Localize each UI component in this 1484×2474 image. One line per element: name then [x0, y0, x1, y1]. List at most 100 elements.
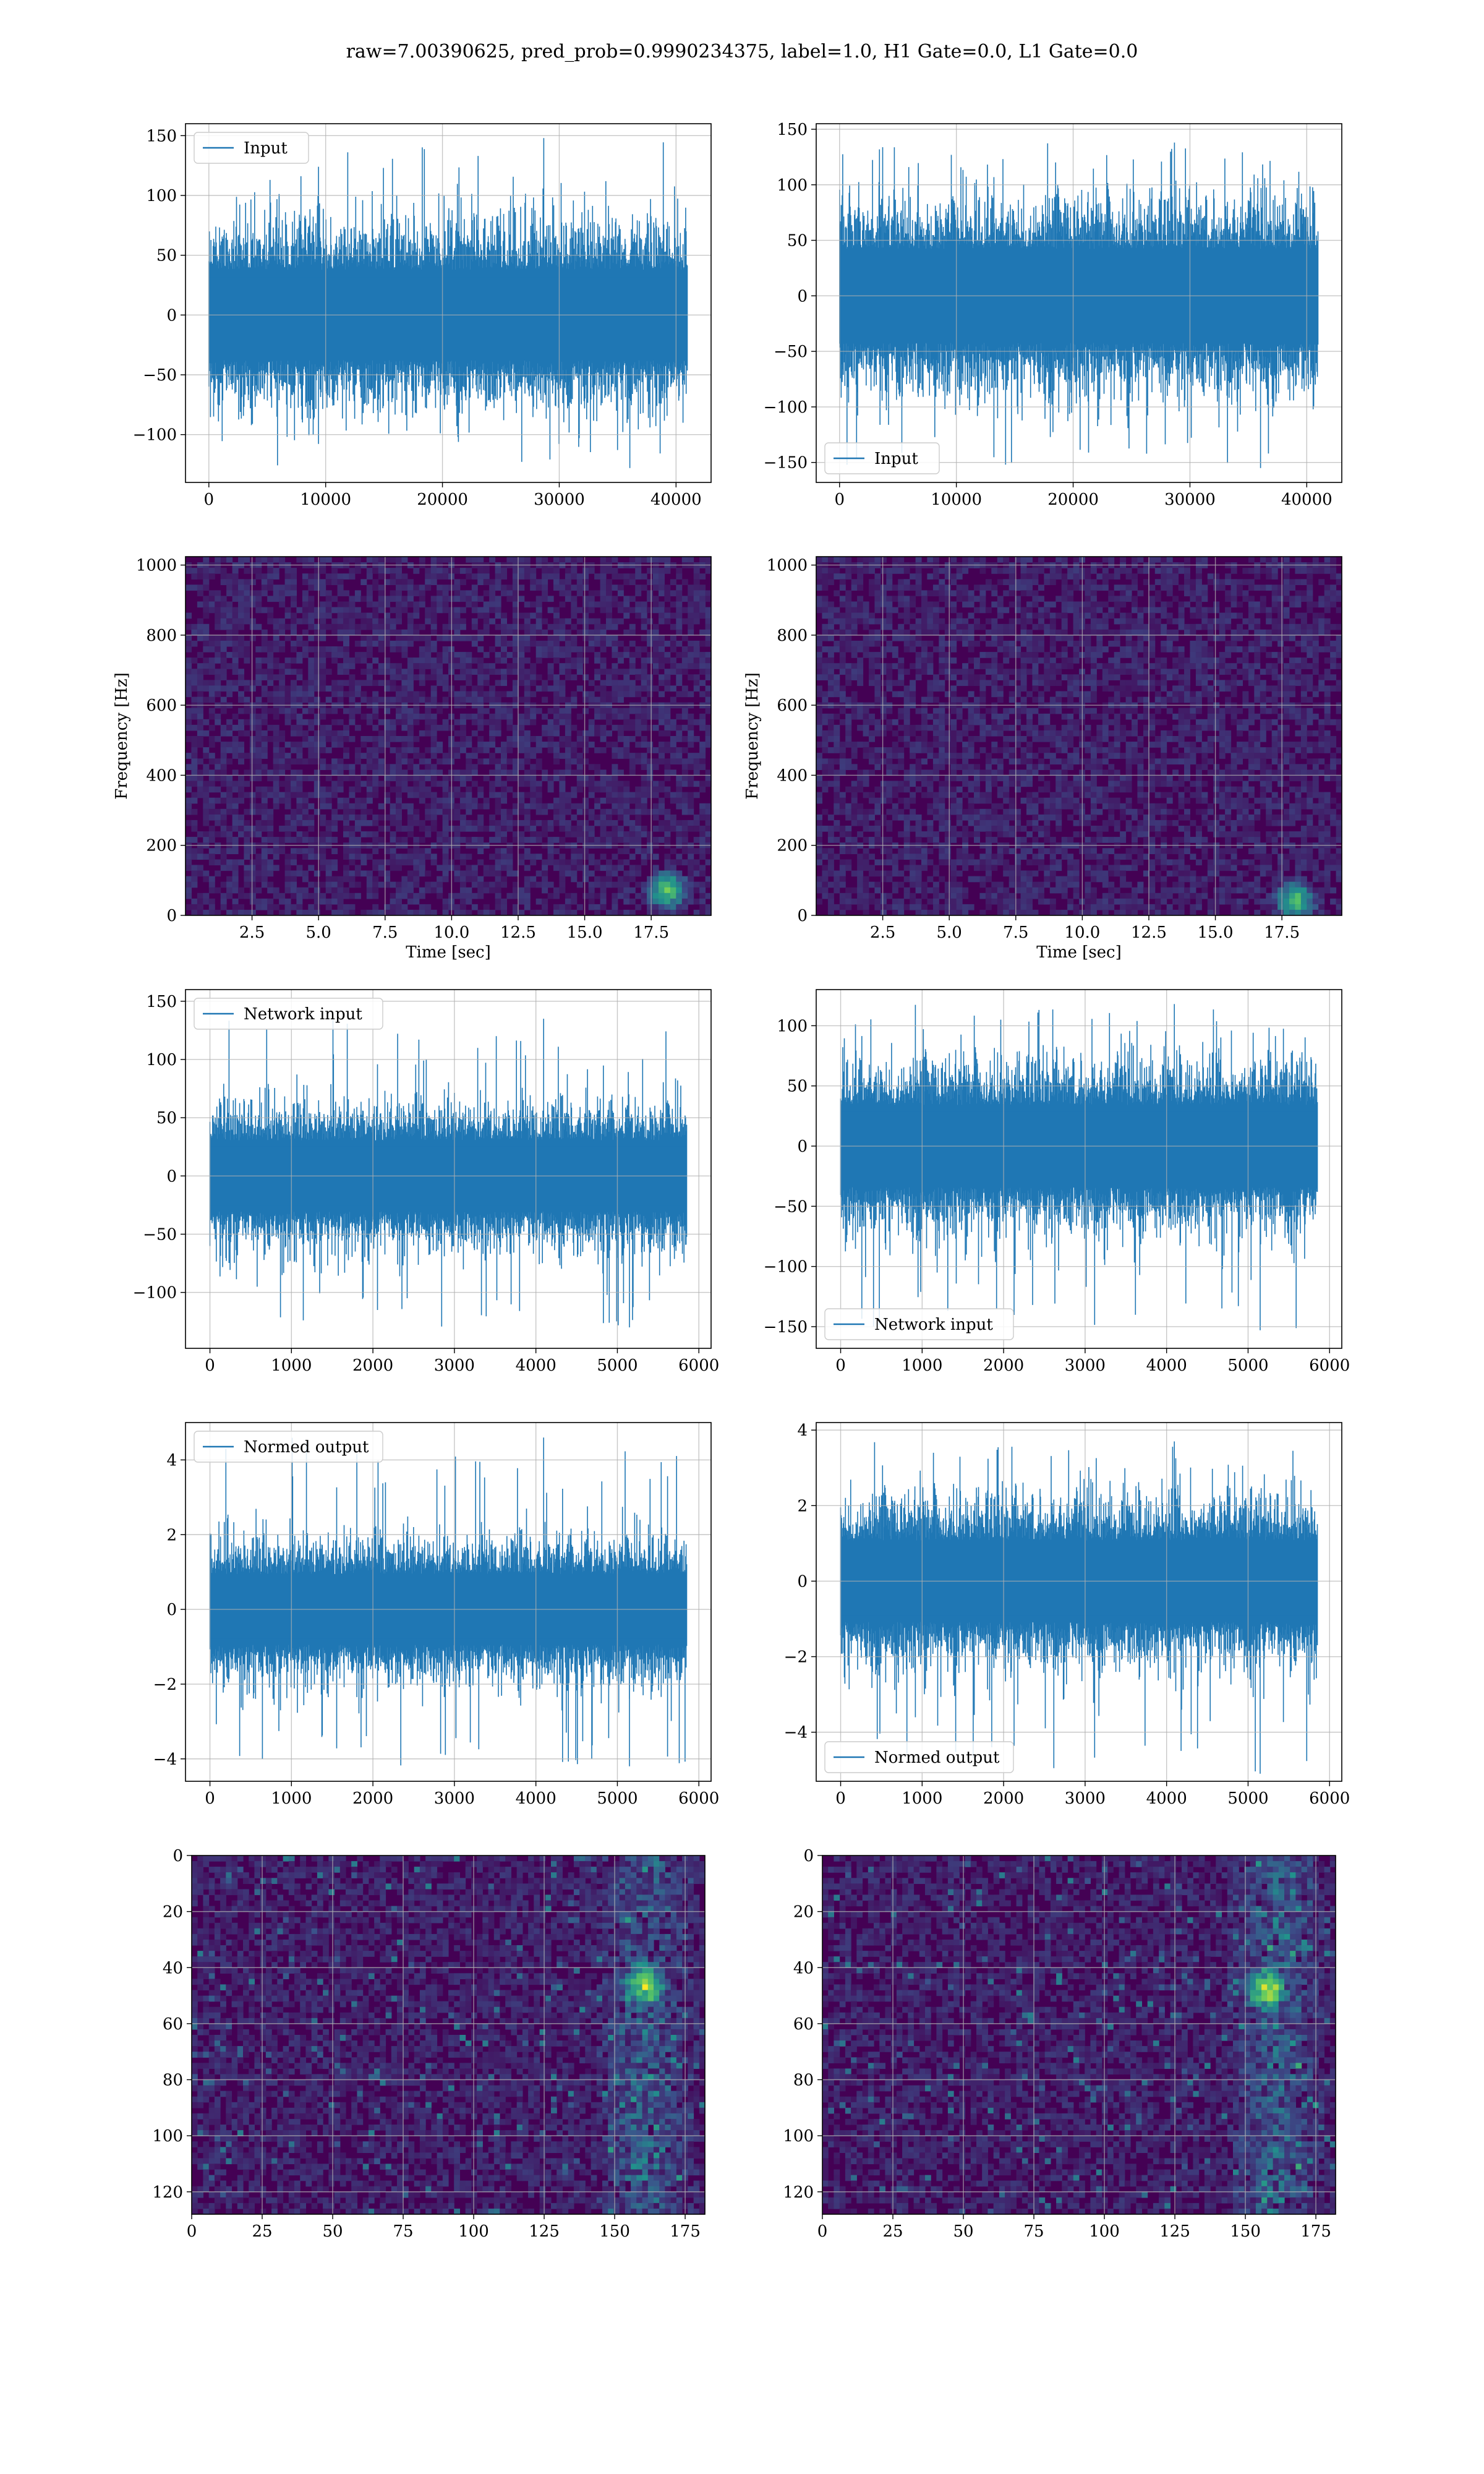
heatmap-cell: [834, 590, 840, 597]
heatmap-cell: [1090, 646, 1097, 653]
heatmap-cell: [681, 724, 688, 731]
heatmap-cell: [535, 870, 542, 877]
heatmap-cell: [366, 696, 373, 703]
heatmap-cell: [664, 657, 671, 664]
heatmap-cell: [226, 612, 233, 619]
heatmap-cell: [612, 769, 618, 776]
heatmap-cell: [471, 747, 478, 753]
heatmap-cell: [442, 573, 449, 580]
heatmap-cell: [220, 596, 227, 602]
heatmap-cell: [1003, 579, 1010, 585]
heatmap-cell: [308, 584, 315, 591]
heatmap-cell: [466, 657, 472, 664]
heatmap-cell: [302, 848, 309, 854]
heatmap-cell: [325, 826, 332, 832]
heatmap-cell: [950, 573, 957, 580]
heatmap-cell: [623, 736, 630, 742]
heatmap-cell: [401, 635, 408, 641]
heatmap-cell: [588, 892, 595, 899]
heatmap-cell: [466, 736, 472, 742]
heatmap-cell: [956, 635, 963, 641]
heatmap-cell: [612, 837, 618, 843]
heatmap-cell: [442, 607, 449, 614]
heatmap-cell: [354, 775, 361, 782]
heatmap-cell: [559, 904, 566, 910]
heatmap-cell: [325, 786, 332, 793]
heatmap-cell: [547, 781, 554, 787]
heatmap-cell: [594, 685, 601, 692]
heatmap-cell: [320, 786, 326, 793]
heatmap-cell: [659, 680, 665, 687]
heatmap-cell: [466, 680, 472, 687]
heatmap-cell: [425, 786, 432, 793]
heatmap-cell: [612, 781, 618, 787]
heatmap-cell: [659, 640, 665, 647]
heatmap-cell: [612, 865, 618, 871]
heatmap-cell: [681, 881, 688, 888]
heatmap-cell: [524, 904, 531, 910]
heatmap-cell: [267, 618, 274, 625]
heatmap-cell: [705, 696, 712, 703]
heatmap-cell: [413, 876, 420, 883]
heatmap-cell: [670, 814, 676, 821]
heatmap-cell: [512, 669, 519, 675]
heatmap-cell: [267, 837, 274, 843]
heatmap-cell: [1254, 584, 1261, 591]
heatmap-cell: [419, 652, 425, 658]
heatmap-cell: [699, 584, 706, 591]
heatmap-cell: [313, 629, 320, 636]
heatmap-cell: [255, 747, 262, 753]
heatmap-cell: [822, 579, 829, 585]
y-tick-label: 400: [146, 766, 177, 785]
heatmap-cell: [932, 623, 939, 630]
heatmap-cell: [495, 797, 501, 804]
heatmap-cell: [693, 590, 700, 597]
heatmap-cell: [1289, 635, 1295, 641]
heatmap-cell: [401, 708, 408, 714]
heatmap-cell: [407, 859, 414, 866]
heatmap-cell: [384, 781, 391, 787]
heatmap-cell: [699, 758, 706, 764]
heatmap-cell: [688, 764, 694, 770]
heatmap-cell: [197, 870, 203, 877]
heatmap-cell: [600, 747, 607, 753]
heatmap-cell: [512, 573, 519, 580]
heatmap-cell: [454, 747, 461, 753]
heatmap-cell: [1073, 623, 1080, 630]
heatmap-cell: [220, 820, 227, 826]
heatmap-cell: [238, 579, 244, 585]
heatmap-cell: [343, 870, 349, 877]
heatmap-cell: [617, 730, 624, 737]
heatmap-cell: [705, 742, 712, 748]
heatmap-cell: [1195, 579, 1202, 585]
heatmap-cell: [652, 876, 659, 883]
heatmap-cell: [512, 758, 519, 764]
heatmap-cell: [1038, 557, 1044, 563]
heatmap-cell: [203, 573, 210, 580]
heatmap-cell: [255, 876, 262, 883]
heatmap-cell: [623, 792, 630, 798]
heatmap-cell: [320, 618, 326, 625]
heatmap-cell: [208, 909, 215, 916]
heatmap-cell: [676, 904, 683, 910]
heatmap-cell: [407, 881, 414, 888]
heatmap-cell: [1230, 584, 1237, 591]
heatmap-cell: [191, 568, 198, 574]
heatmap-cell: [378, 696, 385, 703]
heatmap-cell: [1125, 612, 1132, 619]
heatmap-cell: [302, 797, 309, 804]
heatmap-cell: [903, 612, 910, 619]
heatmap-cell: [232, 837, 239, 843]
heatmap-cell: [407, 792, 414, 798]
heatmap-cell: [203, 781, 210, 787]
heatmap-cell: [641, 803, 647, 810]
heatmap-cell: [629, 758, 636, 764]
heatmap-cell: [384, 618, 391, 625]
heatmap-cell: [1166, 557, 1173, 563]
heatmap-cell: [215, 568, 221, 574]
heatmap-cell: [886, 607, 893, 614]
heatmap-cell: [208, 573, 215, 580]
heatmap-cell: [197, 892, 203, 899]
heatmap-cell: [284, 719, 291, 726]
heatmap-cell: [366, 781, 373, 787]
